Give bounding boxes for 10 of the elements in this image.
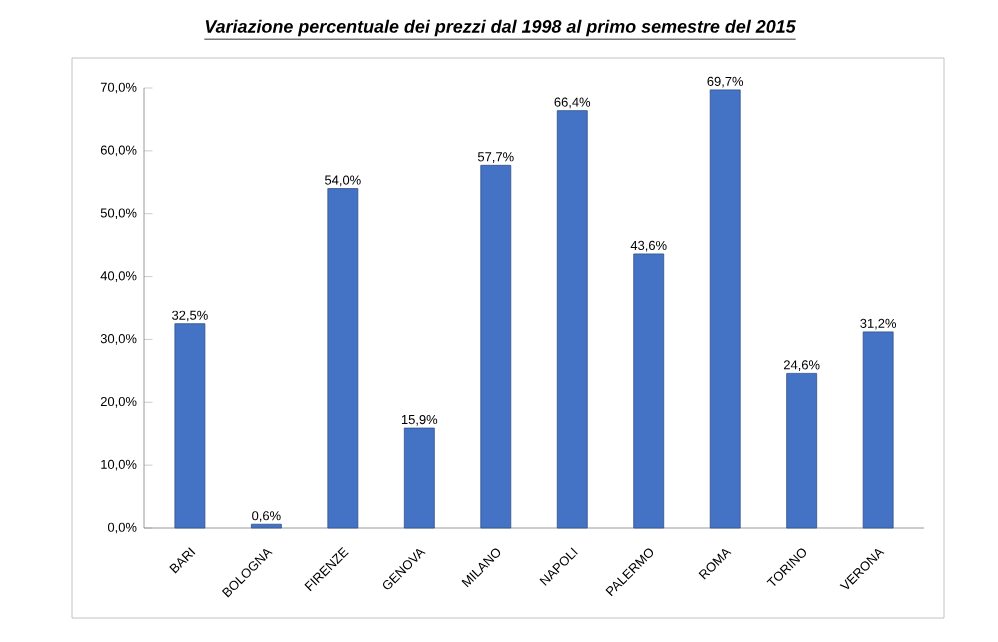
bar xyxy=(862,331,894,529)
bar xyxy=(174,323,206,529)
bar xyxy=(327,188,359,529)
bar xyxy=(786,372,818,529)
bar xyxy=(556,110,588,529)
chart-title: Variazione percentuale dei prezzi dal 1998 al primo semestre del 2015 xyxy=(205,19,796,37)
bar xyxy=(709,89,741,529)
bar xyxy=(480,164,512,529)
bar xyxy=(633,253,665,529)
bar xyxy=(403,427,435,529)
